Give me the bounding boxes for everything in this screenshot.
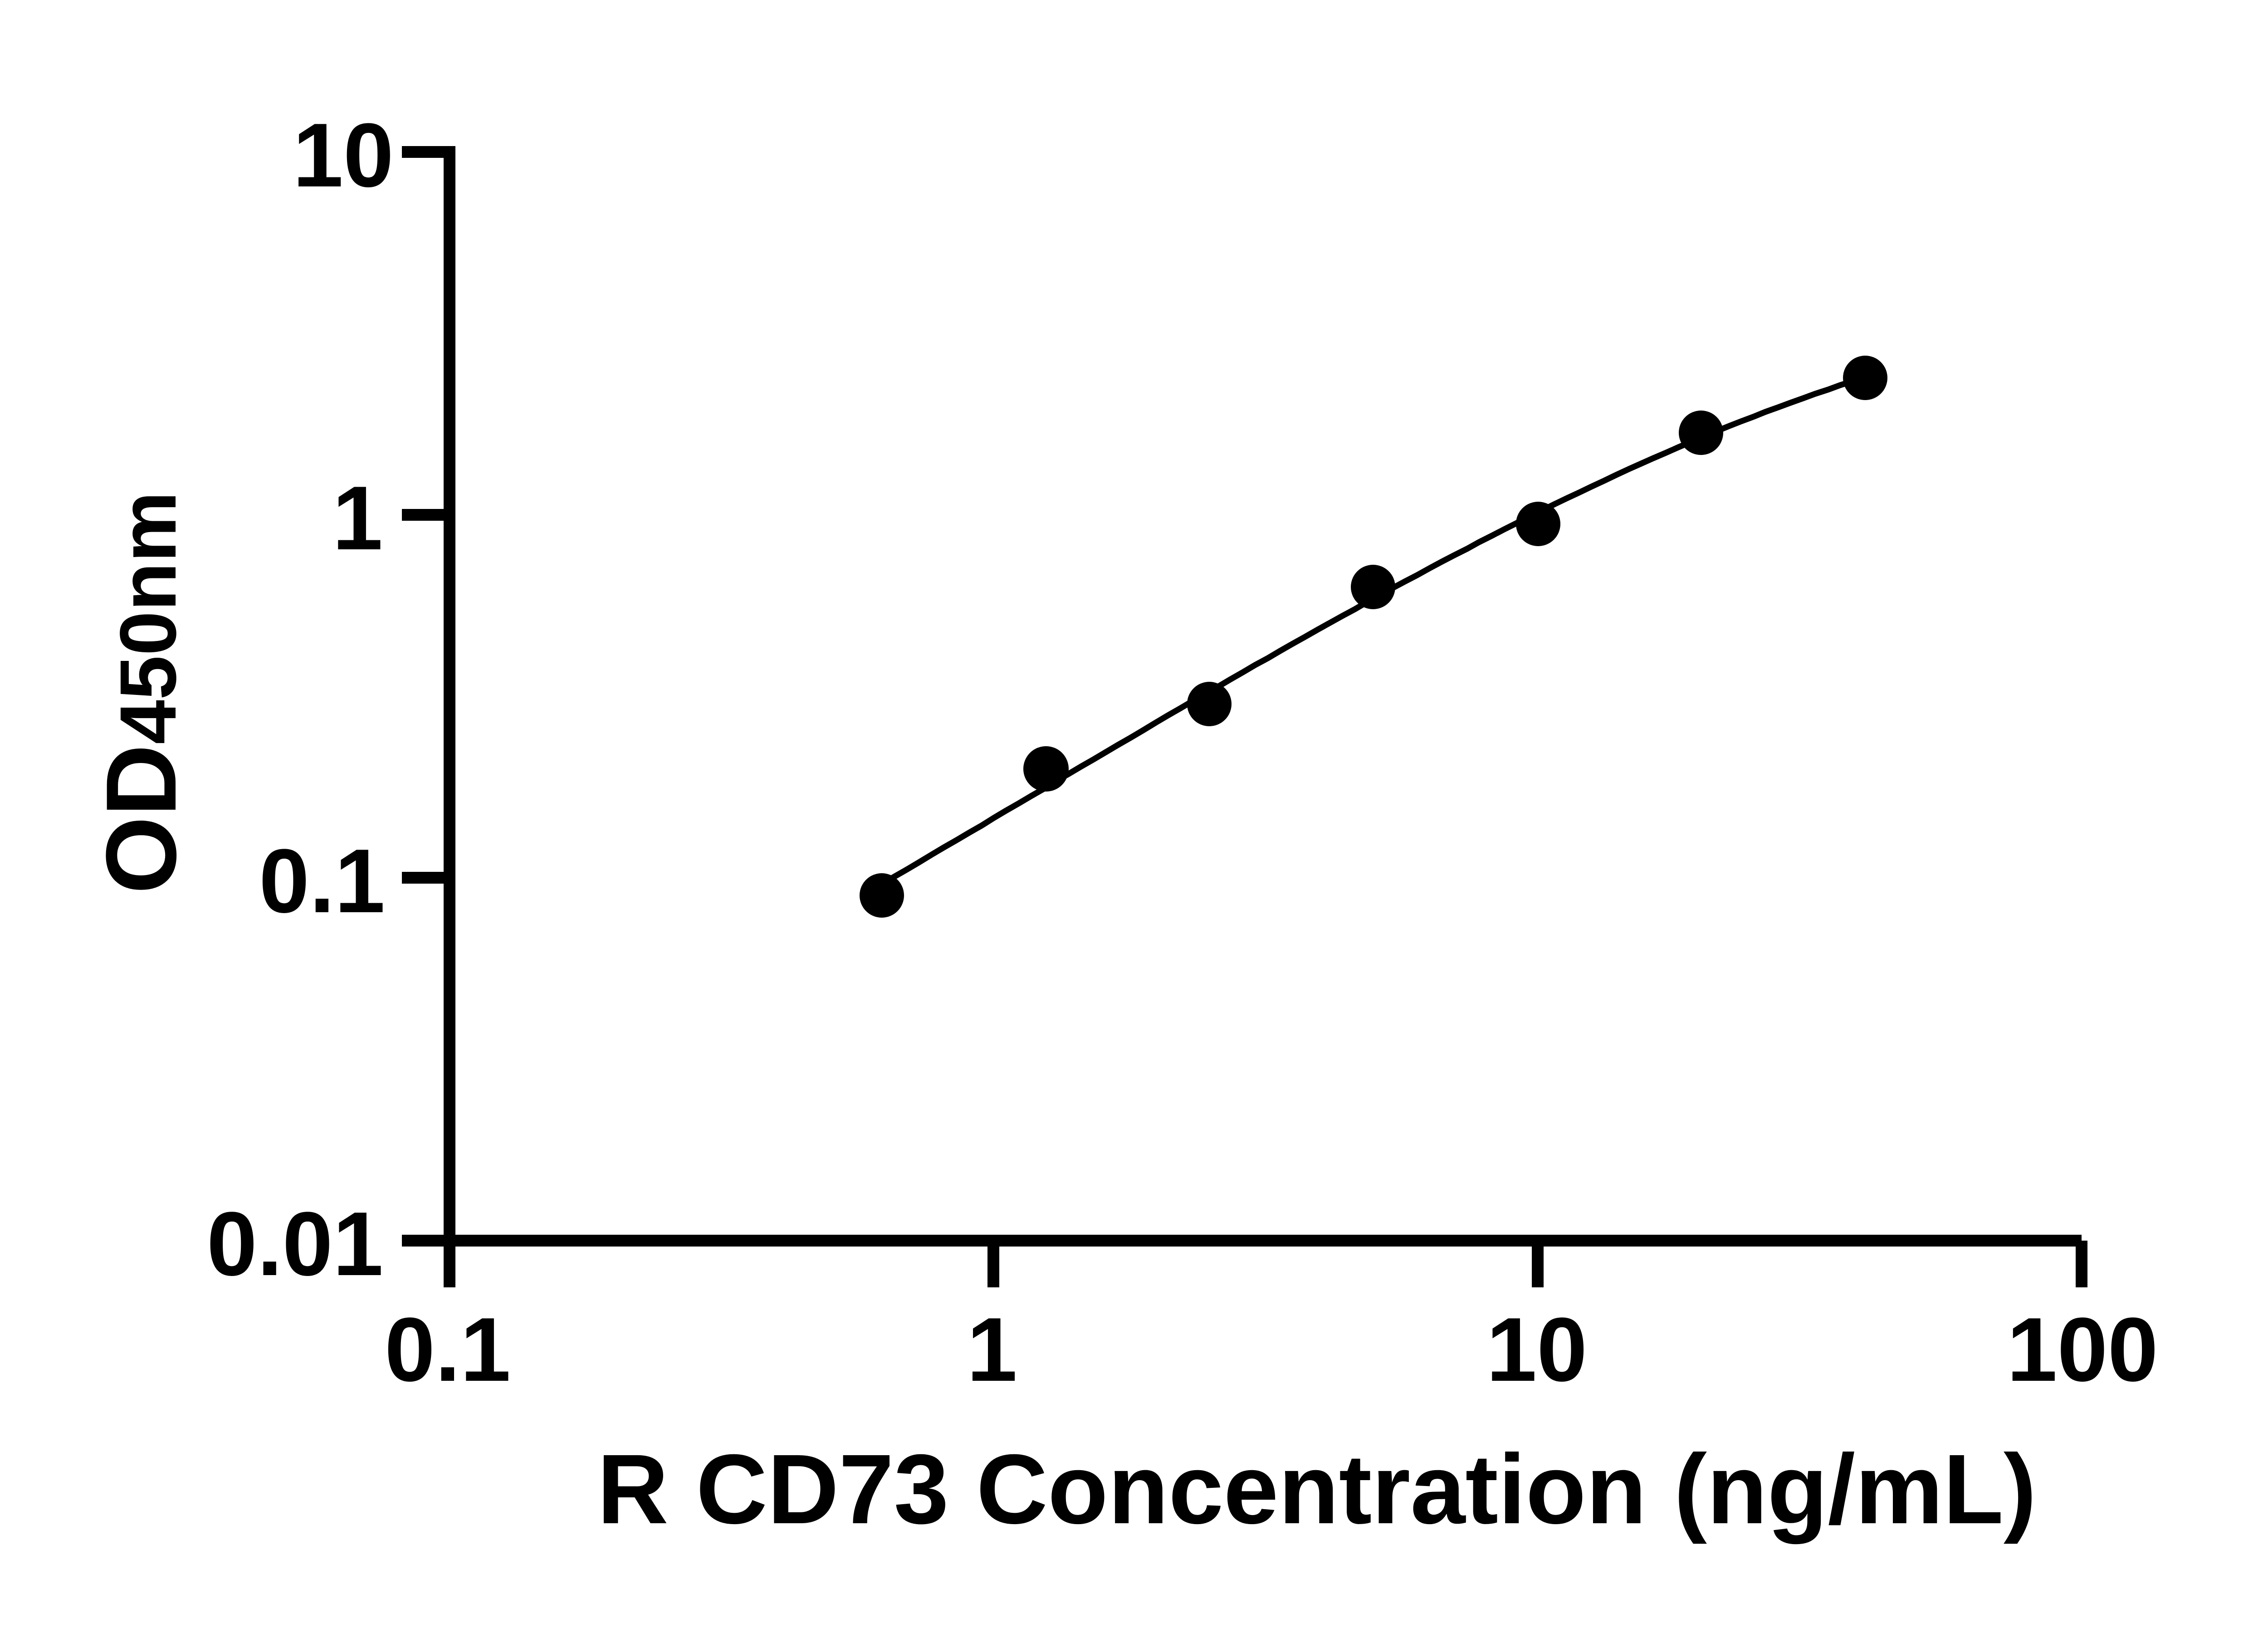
svg-text:10: 10 bbox=[1486, 1299, 1587, 1400]
svg-text:100: 100 bbox=[2007, 1299, 2158, 1400]
svg-text:0.1: 0.1 bbox=[259, 831, 385, 932]
svg-text:1: 1 bbox=[967, 1299, 1017, 1400]
svg-text:10: 10 bbox=[293, 105, 394, 206]
svg-text:1: 1 bbox=[332, 468, 383, 569]
svg-text:0.01: 0.01 bbox=[207, 1193, 383, 1295]
svg-text:0.1: 0.1 bbox=[385, 1299, 511, 1400]
svg-text:OD450nm: OD450nm bbox=[85, 491, 197, 894]
svg-text:R CD73 Concentration (ng/mL): R CD73 Concentration (ng/mL) bbox=[597, 1434, 2036, 1545]
